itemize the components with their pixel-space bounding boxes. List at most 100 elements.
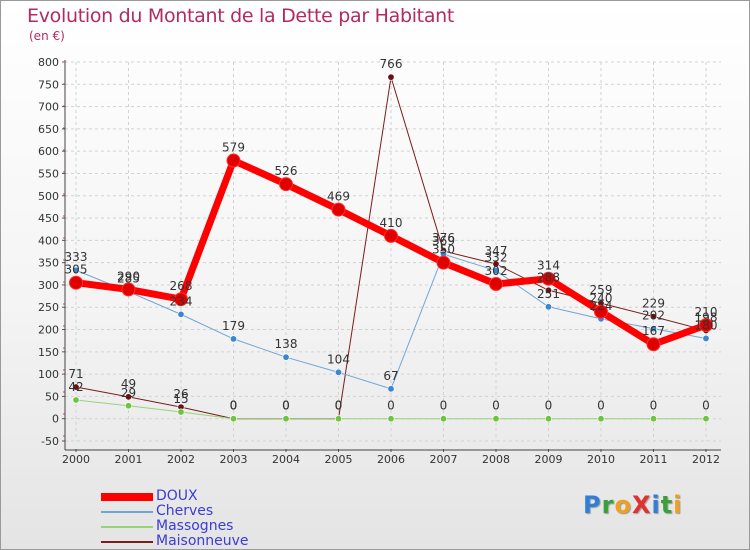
data-label: 104 <box>327 352 350 366</box>
data-label: 332 <box>485 251 508 265</box>
data-point-doux <box>489 277 503 292</box>
data-point-massognes <box>387 415 395 423</box>
data-label: 268 <box>170 279 193 293</box>
data-point-doux <box>646 337 661 352</box>
data-label: 234 <box>170 294 193 308</box>
chart-title: Evolution du Montant de la Dette par Hab… <box>27 5 455 27</box>
data-point-massognes <box>125 402 133 410</box>
data-label: 302 <box>485 264 508 278</box>
legend-swatch <box>101 541 153 543</box>
data-label: 766 <box>380 57 403 71</box>
data-label: 71 <box>68 367 83 381</box>
x-tick-label: 2008 <box>482 453 510 466</box>
data-label: 202 <box>642 309 665 323</box>
logo-letter: o <box>614 491 632 519</box>
data-label: 0 <box>335 399 343 413</box>
x-tick-label: 2007 <box>430 453 458 466</box>
y-tick-label: 750 <box>38 78 59 91</box>
data-label: 198 <box>695 310 718 324</box>
data-label: 180 <box>695 318 718 332</box>
data-point-doux <box>699 318 713 333</box>
logo-letter: X <box>631 491 652 519</box>
series-points <box>69 73 713 423</box>
data-point-massognes <box>492 415 500 423</box>
data-label: 526 <box>275 164 298 178</box>
logo-letter: i <box>651 491 661 519</box>
data-label: 333 <box>65 250 88 264</box>
legend-swatch <box>101 511 153 513</box>
legend-swatch <box>101 526 153 528</box>
data-point-massognes <box>230 415 238 423</box>
legend-swatch <box>101 493 153 501</box>
data-point-massognes <box>282 415 290 423</box>
data-point-doux <box>121 282 136 297</box>
data-point-doux <box>594 304 608 319</box>
data-point-massognes <box>72 396 80 404</box>
data-point-maisonneuve <box>544 286 552 294</box>
data-label: 285 <box>117 272 140 286</box>
data-point-cherves <box>649 325 657 333</box>
data-label: 469 <box>327 190 350 204</box>
logo-letter: P <box>583 491 602 519</box>
legend-label: Cherves <box>156 503 214 519</box>
data-label: 347 <box>485 244 508 258</box>
data-point-cherves <box>72 266 80 274</box>
x-tick-label: 2010 <box>587 453 615 466</box>
y-tick-label: 50 <box>45 390 59 403</box>
data-point-cherves <box>230 335 238 343</box>
data-point-doux <box>541 271 556 286</box>
data-label: 179 <box>222 319 245 333</box>
y-tick-label: 100 <box>38 368 59 381</box>
data-label: 314 <box>537 259 560 273</box>
data-point-cherves <box>387 385 395 393</box>
logo-letter: r <box>601 491 615 519</box>
data-point-maisonneuve <box>387 73 395 81</box>
data-point-maisonneuve <box>125 393 133 401</box>
y-tick-label: 450 <box>38 212 59 225</box>
data-label: 0 <box>282 399 290 413</box>
y-tick-label: 0 <box>52 413 59 426</box>
x-tick-label: 2005 <box>325 453 353 466</box>
x-tick-label: 2012 <box>692 453 720 466</box>
data-label: 376 <box>432 231 455 245</box>
y-tick-label: 200 <box>38 324 59 337</box>
data-label: 49 <box>121 377 136 391</box>
data-label: 0 <box>492 399 500 413</box>
data-point-massognes <box>439 415 447 423</box>
data-label: 0 <box>282 399 290 413</box>
chart-unit-label: (en €) <box>29 29 65 43</box>
x-tick-label: 2000 <box>62 453 90 466</box>
data-point-massognes <box>702 415 710 423</box>
data-point-maisonneuve <box>72 383 80 391</box>
data-point-cherves <box>334 368 342 376</box>
data-label: 224 <box>590 299 613 313</box>
y-tick-label: 400 <box>38 234 59 247</box>
data-point-doux <box>384 228 398 243</box>
data-point-doux <box>279 177 293 192</box>
data-point-doux <box>331 202 346 217</box>
x-tick-label: 2003 <box>220 453 248 466</box>
data-label: 0 <box>440 399 448 413</box>
data-label: 240 <box>590 292 613 306</box>
data-label: 29 <box>121 386 136 400</box>
y-tick-label: 650 <box>38 123 59 136</box>
data-label: 0 <box>230 399 238 413</box>
data-point-doux <box>436 255 451 270</box>
data-label: 0 <box>702 399 710 413</box>
data-label: 42 <box>68 380 83 394</box>
y-tick-label: 700 <box>38 101 59 114</box>
legend-label: DOUX <box>156 488 198 504</box>
x-tick-label: 2004 <box>272 453 300 466</box>
data-label: 0 <box>650 399 658 413</box>
x-tick-label: 2009 <box>535 453 563 466</box>
data-label: 167 <box>642 324 665 338</box>
data-point-massognes <box>177 408 185 416</box>
data-label: 305 <box>65 263 88 277</box>
logo-letter: t <box>660 491 674 519</box>
data-label: 138 <box>275 337 298 351</box>
data-point-doux <box>69 275 83 290</box>
axes: -500501001502002503003504004505005506006… <box>38 56 721 466</box>
y-tick-label: 550 <box>38 167 59 180</box>
